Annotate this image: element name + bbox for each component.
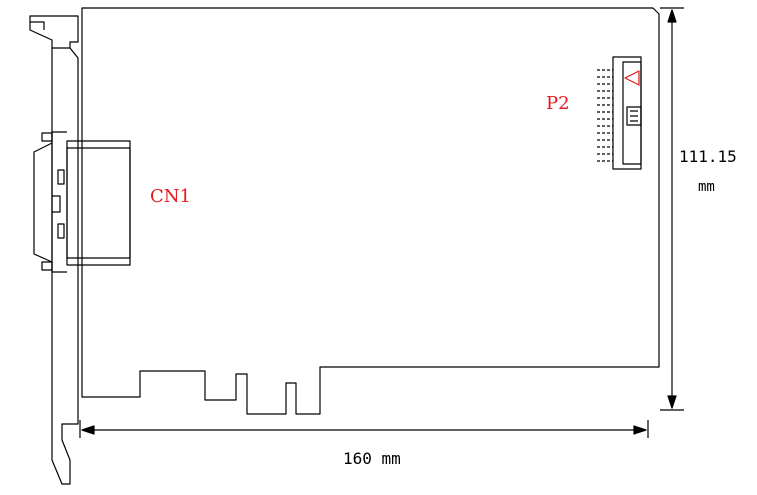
cn1-connector — [33, 131, 131, 273]
bracket-tab-top — [30, 21, 45, 30]
height-unit: mm — [698, 179, 715, 195]
pin1-marker-icon — [624, 70, 640, 86]
pcb-outline — [81, 7, 660, 415]
height-dimension — [660, 7, 684, 411]
mounting-bracket — [29, 15, 79, 485]
cn1-label: CN1 — [150, 186, 191, 207]
p2-label: P2 — [546, 93, 570, 114]
width-value: 160 mm — [343, 449, 401, 468]
p2-header — [597, 56, 642, 170]
width-dimension — [79, 420, 649, 438]
height-value: 111.15 — [679, 147, 737, 166]
